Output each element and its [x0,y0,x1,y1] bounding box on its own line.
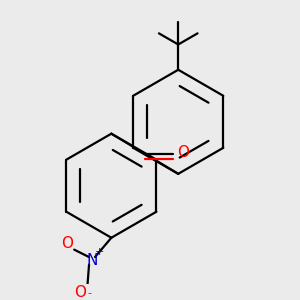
Text: +: + [95,247,104,257]
Text: O: O [61,236,73,251]
Text: N: N [86,253,98,268]
Text: -: - [88,288,92,298]
Text: O: O [74,285,86,300]
Text: O: O [178,145,190,160]
